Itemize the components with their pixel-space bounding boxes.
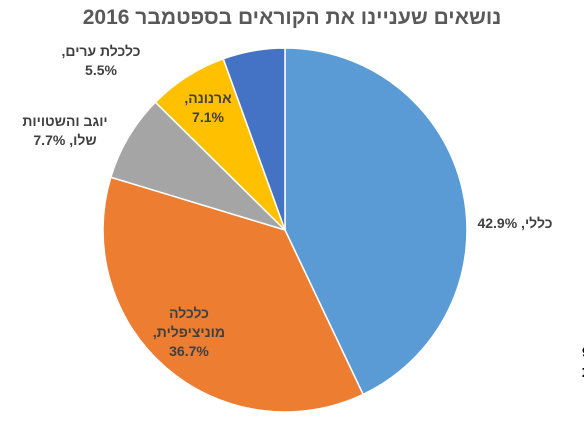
pie-slice-4: [222, 47, 286, 231]
slice-label-line: ארנונה,: [184, 90, 232, 106]
pie-slice-1: [102, 176, 365, 413]
chart-title: נושאים שעניינו את הקוראים בספטמבר 2016: [82, 6, 502, 29]
slice-label-line: 5.5%: [85, 62, 117, 78]
total-views-note: סה"כ 946 צפיות: [582, 344, 584, 381]
slice-label-line: כללי, 42.9%: [477, 215, 552, 231]
slice-label-4: כלכלת ערים, 5.5%: [62, 43, 141, 78]
total-views-line: צפיות: [582, 364, 584, 381]
slice-label-line: שלו, 7.7%: [33, 132, 96, 148]
slice-label-line: יוגב והשטויות: [22, 113, 107, 129]
slice-label-0: כללי, 42.9%: [477, 215, 552, 231]
slice-label-2: יוגב והשטויות שלו, 7.7%: [22, 113, 107, 148]
total-views-line: סה"כ 946: [582, 344, 584, 361]
slice-label-line: כלכלה: [169, 305, 209, 321]
slice-label-1: כלכלה מוניציפלית, 36.7%: [153, 305, 225, 359]
slice-label-line: כלכלת ערים,: [62, 43, 141, 59]
pie-slice-0: [284, 47, 468, 396]
slice-label-3: ארנונה, 7.1%: [184, 90, 232, 125]
slice-label-line: 7.1%: [192, 109, 224, 125]
slice-label-line: מוניציפלית,: [153, 324, 225, 340]
slice-label-line: 36.7%: [169, 343, 209, 359]
